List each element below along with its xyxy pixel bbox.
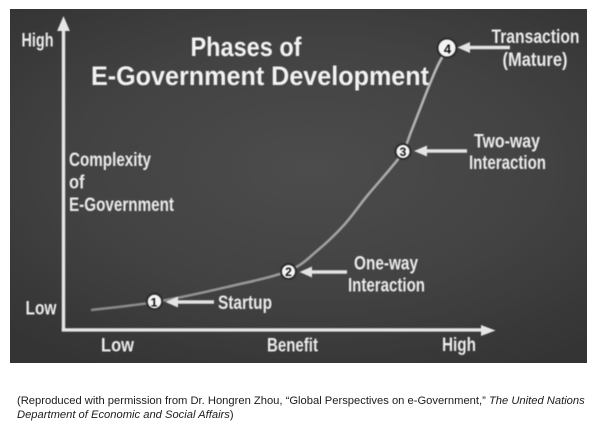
svg-text:High: High	[22, 31, 54, 52]
svg-text:One-way: One-way	[354, 254, 418, 275]
svg-text:Complexity: Complexity	[69, 150, 151, 171]
svg-text:of: of	[69, 173, 85, 194]
svg-text:Startup: Startup	[218, 293, 272, 314]
svg-text:Two-way: Two-way	[474, 132, 540, 153]
svg-text:Transaction: Transaction	[492, 27, 580, 48]
svg-text:Interaction: Interaction	[348, 276, 425, 297]
svg-text:Phases of: Phases of	[191, 32, 303, 62]
svg-text:2: 2	[285, 265, 292, 279]
svg-text:E-Government Development: E-Government Development	[91, 61, 429, 91]
svg-text:E-Government: E-Government	[69, 195, 175, 216]
svg-text:Benefit: Benefit	[267, 336, 319, 357]
svg-text:4: 4	[444, 42, 452, 57]
svg-text:High: High	[442, 335, 476, 356]
svg-text:Interaction: Interaction	[469, 153, 546, 174]
svg-text:1: 1	[151, 296, 158, 310]
svg-text:3: 3	[400, 145, 407, 159]
svg-text:(Mature): (Mature)	[503, 50, 568, 71]
svg-text:Low: Low	[26, 299, 57, 320]
svg-text:Low: Low	[101, 336, 134, 357]
